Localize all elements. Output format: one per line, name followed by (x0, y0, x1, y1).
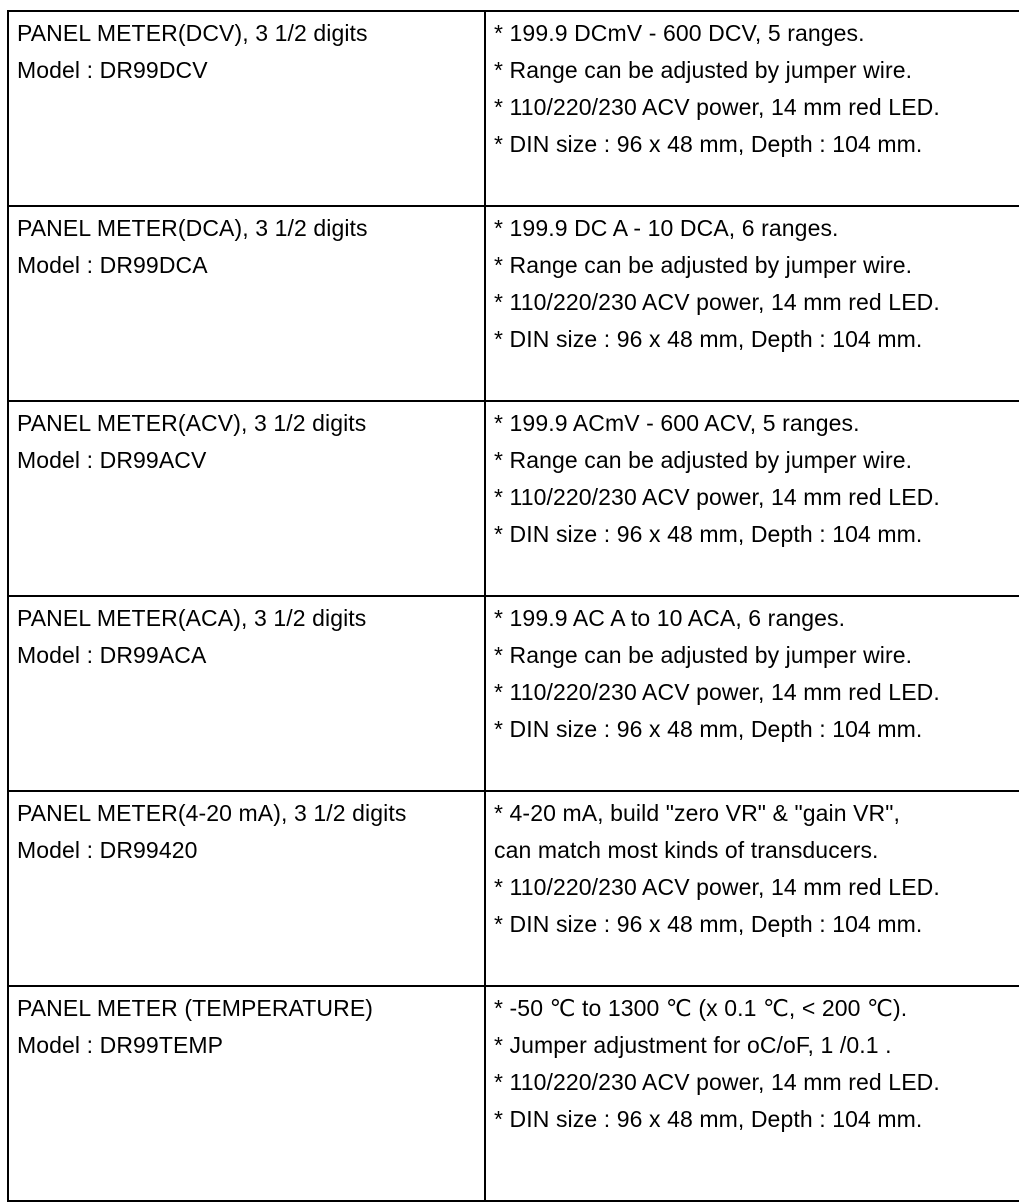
spec-line: * 110/220/230 ACV power, 14 mm red LED. (494, 679, 940, 705)
product-cell: PANEL METER(DCA), 3 1/2 digits Model : D… (7, 205, 486, 402)
spec-line: * 199.9 DCmV - 600 DCV, 5 ranges. (494, 20, 865, 46)
product-cell: PANEL METER(ACV), 3 1/2 digits Model : D… (7, 400, 486, 597)
spec-line: * DIN size : 96 x 48 mm, Depth : 104 mm. (494, 911, 923, 937)
spec-line: * Range can be adjusted by jumper wire. (494, 642, 913, 668)
table-row: PANEL METER(DCA), 3 1/2 digits Model : D… (7, 205, 1019, 402)
spec-line: * DIN size : 96 x 48 mm, Depth : 104 mm. (494, 131, 923, 157)
spec-line: * -50 ℃ to 1300 ℃ (x 0.1 ℃, < 200 ℃). (494, 995, 908, 1021)
table-row: PANEL METER(4-20 mA), 3 1/2 digits Model… (7, 790, 1019, 987)
spec-line: * 110/220/230 ACV power, 14 mm red LED. (494, 874, 940, 900)
spec-line: can match most kinds of transducers. (494, 837, 879, 863)
product-model: Model : DR99DCV (17, 57, 208, 83)
product-model: Model : DR99DCA (17, 252, 208, 278)
spec-cell: * 199.9 DC A - 10 DCA, 6 ranges. * Range… (484, 205, 1019, 402)
product-model: Model : DR99420 (17, 837, 198, 863)
product-model: Model : DR99ACV (17, 447, 207, 473)
product-cell: PANEL METER(DCV), 3 1/2 digits Model : D… (7, 10, 486, 207)
spec-line: * Range can be adjusted by jumper wire. (494, 57, 913, 83)
spec-line: * DIN size : 96 x 48 mm, Depth : 104 mm. (494, 716, 923, 742)
product-cell: PANEL METER(4-20 mA), 3 1/2 digits Model… (7, 790, 486, 987)
spec-line: * DIN size : 96 x 48 mm, Depth : 104 mm. (494, 1106, 923, 1132)
spec-sheet-page: PANEL METER(DCV), 3 1/2 digits Model : D… (7, 10, 1019, 1202)
product-cell: PANEL METER (TEMPERATURE) Model : DR99TE… (7, 985, 486, 1202)
table-row: PANEL METER(DCV), 3 1/2 digits Model : D… (7, 10, 1019, 207)
product-name: PANEL METER(ACA), 3 1/2 digits (17, 605, 367, 631)
spec-cell: * -50 ℃ to 1300 ℃ (x 0.1 ℃, < 200 ℃). * … (484, 985, 1019, 1202)
spec-line: * Range can be adjusted by jumper wire. (494, 252, 913, 278)
spec-cell: * 4-20 mA, build "zero VR" & "gain VR", … (484, 790, 1019, 987)
table-row: PANEL METER(ACV), 3 1/2 digits Model : D… (7, 400, 1019, 597)
spec-line: * 110/220/230 ACV power, 14 mm red LED. (494, 94, 940, 120)
table-row: PANEL METER(ACA), 3 1/2 digits Model : D… (7, 595, 1019, 792)
product-name: PANEL METER(ACV), 3 1/2 digits (17, 410, 367, 436)
product-name: PANEL METER(DCV), 3 1/2 digits (17, 20, 368, 46)
product-name: PANEL METER(DCA), 3 1/2 digits (17, 215, 368, 241)
spec-line: * 110/220/230 ACV power, 14 mm red LED. (494, 289, 940, 315)
spec-cell: * 199.9 ACmV - 600 ACV, 5 ranges. * Rang… (484, 400, 1019, 597)
product-name: PANEL METER (TEMPERATURE) (17, 995, 374, 1021)
product-model: Model : DR99TEMP (17, 1032, 224, 1058)
spec-line: * 110/220/230 ACV power, 14 mm red LED. (494, 484, 940, 510)
spec-line: * 4-20 mA, build "zero VR" & "gain VR", (494, 800, 901, 826)
spec-line: * DIN size : 96 x 48 mm, Depth : 104 mm. (494, 521, 923, 547)
spec-line: * Range can be adjusted by jumper wire. (494, 447, 913, 473)
spec-cell: * 199.9 DCmV - 600 DCV, 5 ranges. * Rang… (484, 10, 1019, 207)
table-row: PANEL METER (TEMPERATURE) Model : DR99TE… (7, 985, 1019, 1202)
product-cell: PANEL METER(ACA), 3 1/2 digits Model : D… (7, 595, 486, 792)
spec-line: * 199.9 ACmV - 600 ACV, 5 ranges. (494, 410, 860, 436)
product-model: Model : DR99ACA (17, 642, 207, 668)
spec-line: * 199.9 AC A to 10 ACA, 6 ranges. (494, 605, 846, 631)
spec-line: * 110/220/230 ACV power, 14 mm red LED. (494, 1069, 940, 1095)
panel-meter-spec-table: PANEL METER(DCV), 3 1/2 digits Model : D… (7, 10, 1019, 1202)
spec-line: * 199.9 DC A - 10 DCA, 6 ranges. (494, 215, 839, 241)
spec-cell: * 199.9 AC A to 10 ACA, 6 ranges. * Rang… (484, 595, 1019, 792)
spec-line: * DIN size : 96 x 48 mm, Depth : 104 mm. (494, 326, 923, 352)
product-name: PANEL METER(4-20 mA), 3 1/2 digits (17, 800, 407, 826)
spec-line: * Jumper adjustment for oC/oF, 1 /0.1 . (494, 1032, 892, 1058)
